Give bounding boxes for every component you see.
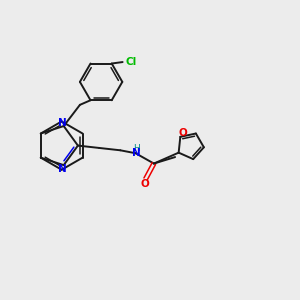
Text: O: O <box>141 179 150 189</box>
Text: H: H <box>133 144 140 153</box>
Text: N: N <box>132 148 141 158</box>
Text: N: N <box>58 164 67 174</box>
Text: Cl: Cl <box>125 57 136 67</box>
Text: O: O <box>178 128 187 138</box>
Text: N: N <box>58 118 67 128</box>
